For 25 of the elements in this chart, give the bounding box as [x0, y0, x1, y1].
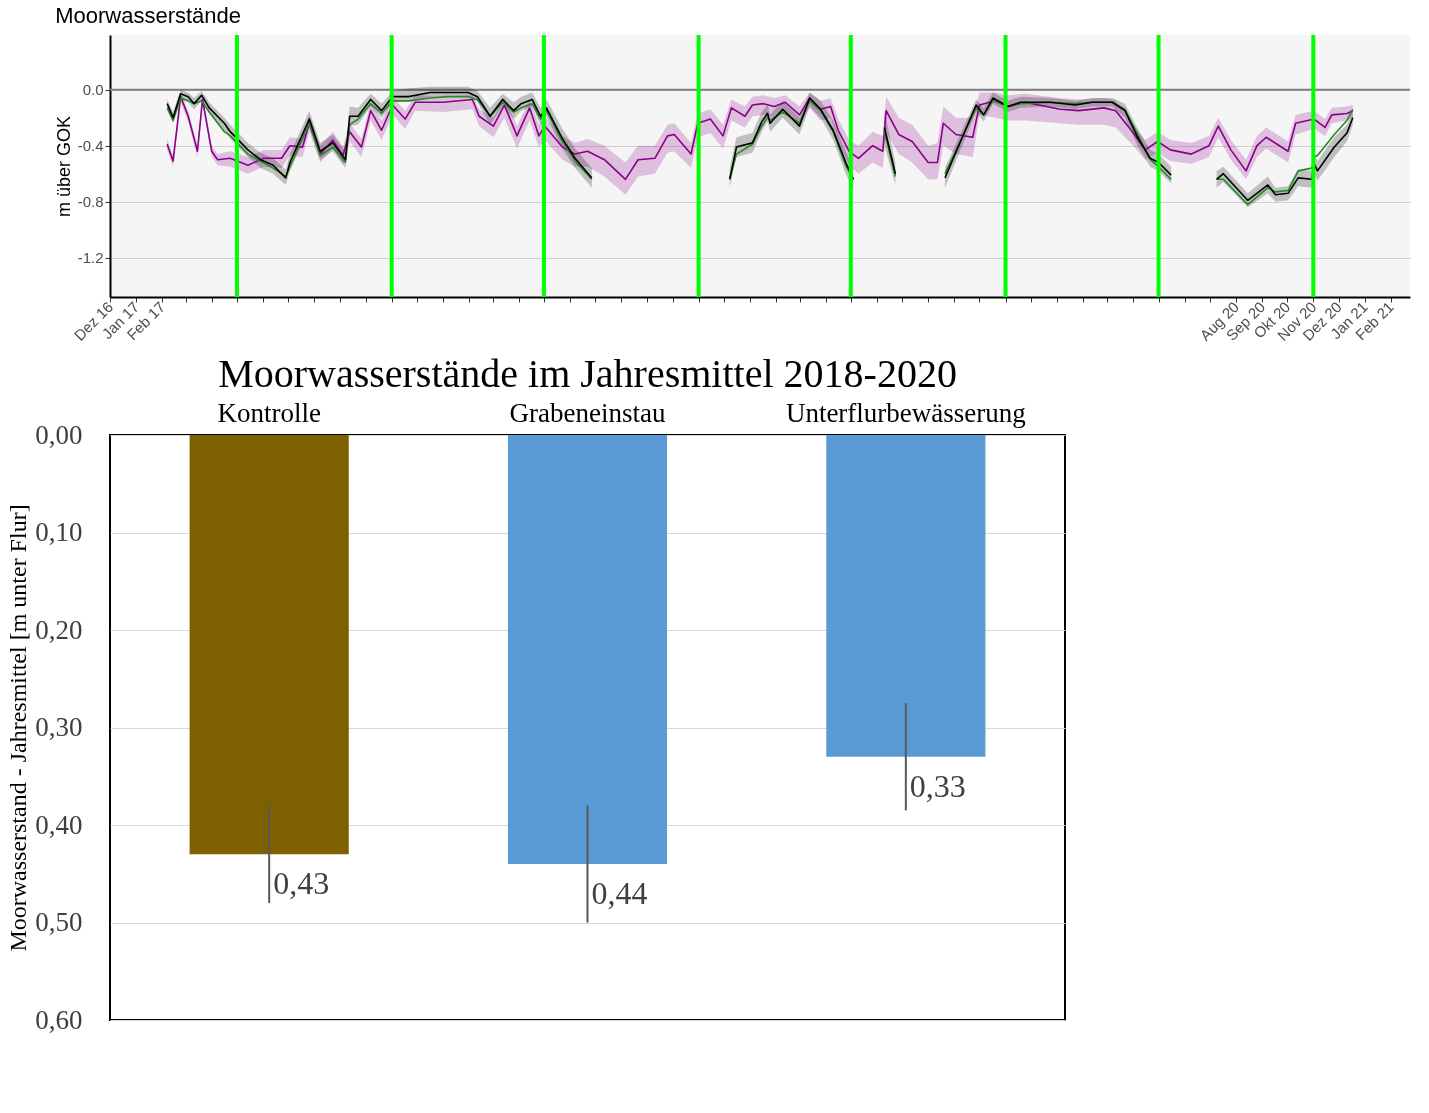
y-tick-label: -0.8 — [77, 193, 104, 211]
data-label: 0,33 — [909, 767, 966, 804]
line-series — [166, 95, 1354, 181]
bar — [507, 435, 668, 864]
y-tick-label: -1.2 — [77, 249, 104, 267]
y-tick-label: 0,20 — [35, 614, 83, 645]
y-tick-label: 0,10 — [35, 517, 83, 547]
bar — [826, 435, 986, 757]
bar — [189, 435, 349, 855]
x-tick-label: Grabeneinstau — [509, 397, 666, 428]
chart-title: Moorwasserstände — [55, 3, 242, 29]
x-tick-label: Unterflurbewässerung — [785, 397, 1026, 428]
y-tick-label: 0,50 — [35, 907, 83, 937]
y-axis-title: m über GOK — [53, 115, 74, 218]
chart-title: Moorwasserstände im Jahresmittel 2018-2020 — [218, 351, 957, 396]
data-label: 0,44 — [591, 875, 648, 911]
data-label: 0,43 — [273, 865, 330, 902]
y-tick-label: 0.0 — [82, 81, 104, 99]
y-tick-label: 0,00 — [35, 419, 83, 450]
y-axis-title: Moorwasserstand - Jahresmittel [m unter Flur] — [5, 504, 32, 952]
y-tick-label: -0.4 — [77, 137, 104, 155]
y-tick-label: 0,40 — [35, 809, 83, 840]
y-tick-label: 0,60 — [35, 1004, 83, 1035]
x-tick-label: Kontrolle — [217, 397, 321, 428]
y-tick-label: 0,30 — [35, 712, 83, 742]
